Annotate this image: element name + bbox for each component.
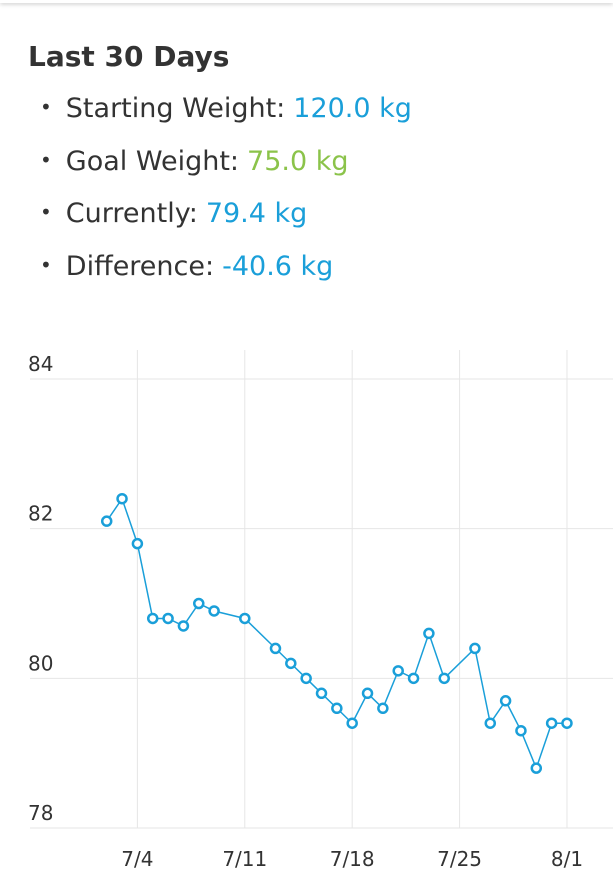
- data-point: [315, 687, 328, 700]
- data-point: [361, 687, 374, 700]
- data-point: [561, 717, 573, 729]
- stat-value: 75.0 kg: [247, 145, 349, 177]
- data-point: [177, 620, 190, 632]
- data-point: [377, 702, 389, 715]
- data-point: [484, 717, 497, 729]
- y-tick-label: 84: [28, 352, 53, 376]
- stat-label: Currently:: [65, 198, 198, 229]
- x-tick-label: 7/11: [222, 847, 267, 871]
- data-point: [346, 717, 358, 729]
- data-point: [545, 717, 558, 729]
- stat-value: 79.4 kg: [205, 198, 308, 229]
- data-point: [285, 657, 297, 670]
- title: Last 30 Days: [28, 40, 230, 73]
- data-point: [392, 665, 404, 677]
- data-point: [423, 627, 435, 640]
- data-point: [162, 612, 174, 625]
- data-point: [407, 672, 420, 685]
- data-point: [269, 642, 282, 655]
- data-point: [300, 672, 312, 685]
- series-line: [106, 497, 567, 771]
- stat-value: 120.0 kg: [293, 93, 412, 124]
- data-point: [193, 597, 205, 610]
- y-tick-label: 80: [28, 651, 53, 675]
- data-point: [100, 515, 113, 527]
- x-tick-label: 7/18: [330, 847, 375, 871]
- data-point: [469, 642, 481, 655]
- data-point: [116, 492, 128, 505]
- data-point: [499, 695, 512, 707]
- data-point: [208, 605, 220, 617]
- data-point: [331, 702, 343, 715]
- x-tick-label: 8/1: [551, 847, 583, 871]
- x-tick-label: 7/4: [121, 847, 153, 871]
- stat-label: Starting Weight:: [65, 93, 286, 124]
- data-point: [239, 612, 251, 625]
- stat-label: Goal Weight:: [65, 145, 240, 177]
- y-tick-label: 78: [28, 801, 53, 825]
- x-tick-label: 7/25: [437, 847, 482, 871]
- stat-item: Goal Weight:75.0 kg: [40, 146, 349, 177]
- data-point: [146, 612, 159, 625]
- data-point: [438, 672, 450, 685]
- stat-item: Starting Weight:120.0 kg: [40, 93, 412, 124]
- stat-label: Difference:: [65, 250, 215, 282]
- stat-item: Difference:-40.6 kg: [40, 250, 334, 282]
- data-point: [530, 762, 543, 774]
- stat-value: -40.6 kg: [222, 250, 334, 282]
- data-point: [131, 537, 144, 550]
- y-tick-label: 82: [28, 502, 53, 526]
- stat-item: Currently:79.4 kg: [40, 198, 308, 229]
- data-point: [515, 724, 527, 737]
